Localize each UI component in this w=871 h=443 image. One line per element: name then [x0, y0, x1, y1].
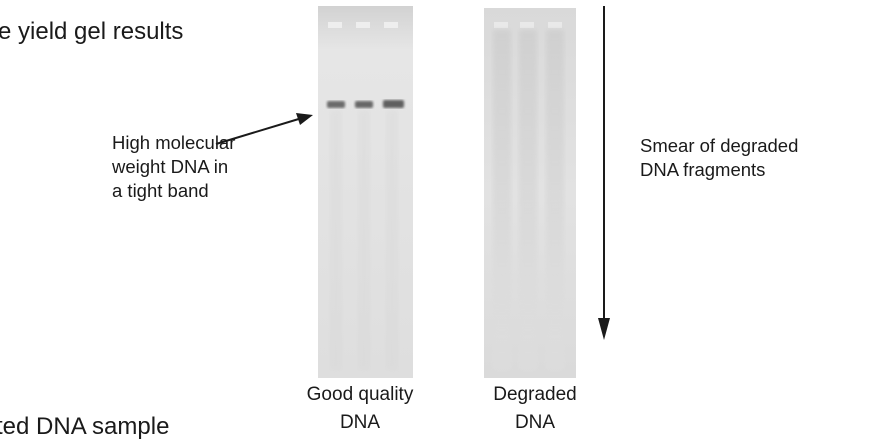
annotation-smear-line-1: Smear of degraded	[640, 135, 799, 156]
degraded-gel	[484, 8, 576, 378]
good-quality-gel	[318, 6, 413, 378]
good-well-2	[356, 22, 370, 28]
caption-good-quality: Good quality DNA	[270, 381, 450, 437]
annotation-high-mw-line-2: weight DNA in	[112, 156, 229, 177]
degraded-well-1	[494, 22, 508, 28]
figure-heading: e yield gel results	[0, 18, 184, 45]
good-band-1	[327, 101, 345, 108]
degraded-well-3	[548, 22, 562, 28]
caption-degraded-line-2: DNA	[514, 412, 556, 433]
migration-arrow-head	[598, 318, 610, 340]
band-pointer-line	[215, 117, 303, 145]
good-band-2	[355, 101, 373, 108]
good-lane-streak-1	[330, 110, 342, 370]
annotation-high-mw: High molecular weight DNA in a tight ban…	[112, 131, 302, 203]
good-lane-streak-3	[386, 110, 398, 370]
good-well-3	[384, 22, 398, 28]
caption-good-quality-line-1: Good quality	[306, 384, 414, 405]
annotation-high-mw-line-1: High molecular	[112, 132, 236, 153]
good-well-1	[328, 22, 342, 28]
good-band-3	[383, 100, 404, 108]
caption-degraded-line-1: Degraded	[493, 384, 577, 405]
degraded-smear-1	[493, 30, 511, 370]
annotation-smear: Smear of degraded DNA fragments	[640, 134, 798, 182]
annotation-high-mw-line-3: a tight band	[112, 180, 209, 201]
band-pointer-head	[296, 113, 313, 125]
good-lane-streak-2	[358, 110, 370, 370]
caption-good-quality-line-2: DNA	[339, 412, 381, 433]
degraded-smear-2	[519, 30, 537, 370]
annotation-smear-line-2: DNA fragments	[640, 159, 766, 180]
band-pointer-arrow	[215, 113, 313, 145]
migration-arrow	[598, 6, 610, 340]
caption-degraded: Degraded DNA	[460, 381, 610, 437]
degraded-well-2	[520, 22, 534, 28]
degraded-smear-3	[546, 30, 564, 370]
bottom-text-fragment: ted DNA sample	[0, 413, 170, 440]
